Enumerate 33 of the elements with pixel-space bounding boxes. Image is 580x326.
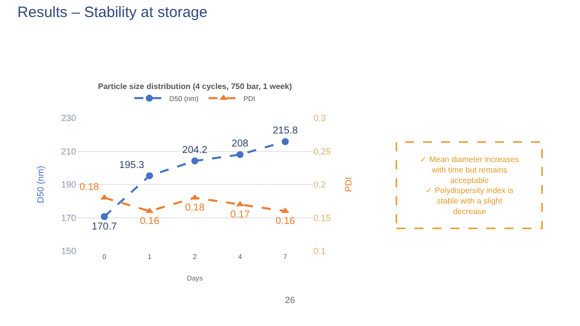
data-label: 0.16 bbox=[276, 216, 296, 227]
point bbox=[236, 151, 244, 158]
y2-tick-label: 0.1 bbox=[313, 246, 326, 256]
point bbox=[146, 172, 154, 180]
y2-tick-label: 0.2 bbox=[313, 180, 326, 190]
text: 26 bbox=[285, 295, 296, 305]
y2-axis-title: PDI bbox=[344, 176, 354, 192]
text: ✓ Mean diameter increases with time but remains acceptable ✓ Polydispersity index is stable with a slight decrease bbox=[420, 155, 520, 216]
y-tick-label: 150 bbox=[61, 246, 76, 256]
y-tick-label: 170 bbox=[61, 212, 76, 223]
point bbox=[282, 138, 289, 146]
data-label: 215.8 bbox=[272, 126, 298, 137]
chart-title: Results – Stability at storage bbox=[17, 4, 208, 22]
point bbox=[100, 194, 108, 200]
data-label: 195.3 bbox=[119, 160, 145, 171]
data-label: 0.16 bbox=[140, 216, 160, 227]
point bbox=[100, 213, 108, 220]
y2-tick-label: 0.3 bbox=[313, 113, 326, 124]
data-label: 208 bbox=[232, 138, 249, 150]
point bbox=[190, 194, 199, 200]
data-label: 0.18 bbox=[185, 202, 205, 214]
point bbox=[191, 157, 198, 164]
y-axis-title: D50 (nm) bbox=[36, 166, 46, 204]
chart-subtitle: Particle size distribution (4 cycles, 750 bar, 1 week) bbox=[98, 82, 292, 91]
y-tick-label: 210 bbox=[61, 146, 76, 156]
data-label: 0.18 bbox=[79, 182, 100, 193]
data-label: 170.7 bbox=[92, 221, 118, 232]
y2-tick-label: 0.15 bbox=[313, 212, 331, 223]
y-tick-label: 230 bbox=[61, 113, 76, 124]
data-label: 0.17 bbox=[230, 209, 250, 220]
data-label: 204.2 bbox=[182, 145, 208, 156]
y2-tick-label: 0.25 bbox=[313, 146, 331, 156]
y-tick-label: 190 bbox=[61, 180, 76, 190]
